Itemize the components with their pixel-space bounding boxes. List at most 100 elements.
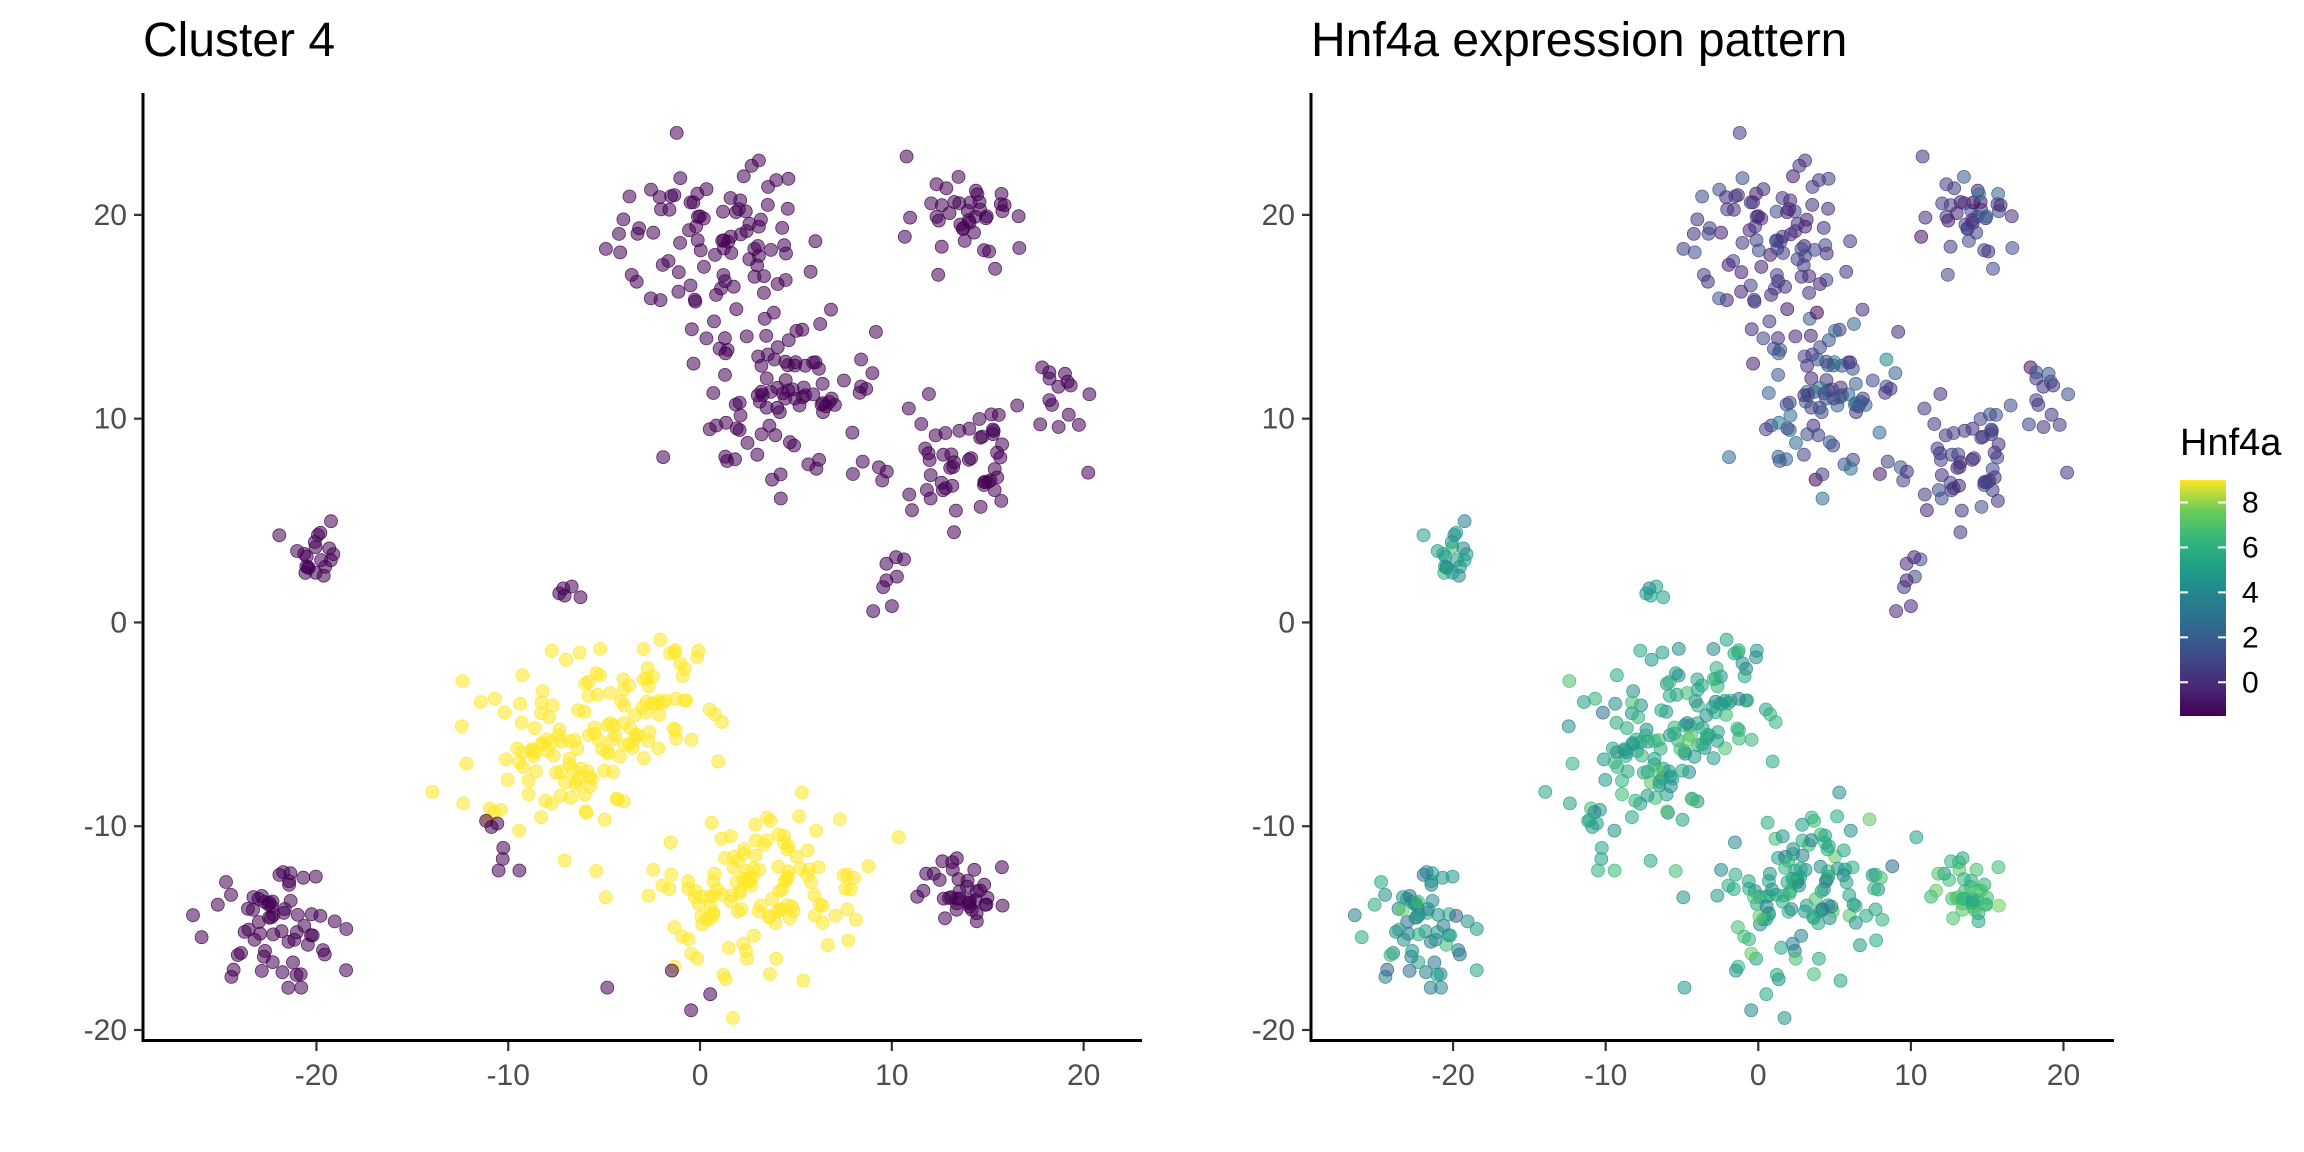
data-point xyxy=(775,220,790,235)
data-point xyxy=(922,387,936,401)
data-point xyxy=(2004,209,2019,224)
data-point xyxy=(651,694,666,708)
data-point xyxy=(780,201,795,216)
x-tick-label: -20 xyxy=(295,1059,338,1092)
data-point xyxy=(1633,643,1648,658)
data-point xyxy=(339,963,354,978)
y-tick-label: -20 xyxy=(1252,1014,1295,1047)
data-point xyxy=(290,544,305,558)
data-point xyxy=(753,898,768,913)
data-point xyxy=(677,693,692,708)
data-point xyxy=(525,742,539,757)
data-point xyxy=(1754,259,1769,274)
data-point xyxy=(1628,793,1643,808)
data-point xyxy=(1839,875,1854,890)
y-axis-ticks: -20 -10 0 10 20 xyxy=(84,199,142,1047)
data-point xyxy=(1380,962,1395,977)
data-point xyxy=(947,195,962,209)
data-point xyxy=(931,267,946,282)
data-point xyxy=(994,493,1009,508)
data-point xyxy=(194,930,209,945)
data-point xyxy=(2036,420,2051,434)
data-point xyxy=(1822,435,1837,450)
data-point xyxy=(1538,785,1553,799)
data-point xyxy=(1966,893,1980,908)
data-point xyxy=(572,645,587,660)
data-point xyxy=(636,751,651,765)
data-point xyxy=(891,830,906,845)
y-axis-ticks: -20 -10 0 10 20 xyxy=(1252,199,1310,1047)
data-point xyxy=(1728,867,1743,882)
data-point xyxy=(750,447,765,462)
x-tick-label: 10 xyxy=(1894,1059,1927,1092)
data-point xyxy=(1744,1003,1759,1018)
data-point xyxy=(769,951,784,966)
data-point xyxy=(546,748,561,763)
data-point xyxy=(838,881,853,896)
data-point xyxy=(1814,884,1829,898)
data-point xyxy=(1411,894,1425,909)
data-point xyxy=(1010,398,1025,413)
data-point xyxy=(1608,696,1623,711)
data-point xyxy=(1821,201,1835,216)
panel-hnf4a-expression: Hnf4a expression pattern -20 -10 0 10 20 -20… xyxy=(1252,14,2114,1092)
data-point xyxy=(1786,169,1800,184)
data-point xyxy=(1807,814,1821,828)
data-point xyxy=(1873,871,1888,885)
data-point xyxy=(1815,491,1830,506)
data-point xyxy=(1849,396,1863,411)
data-point xyxy=(736,936,751,951)
data-point xyxy=(973,499,988,514)
colorbar xyxy=(2180,480,2226,716)
data-point xyxy=(1739,693,1753,708)
data-point xyxy=(496,841,511,855)
data-point xyxy=(1991,437,2006,452)
data-point xyxy=(729,205,743,220)
data-point xyxy=(950,891,965,906)
data-point xyxy=(1561,719,1576,734)
data-point xyxy=(949,503,963,518)
data-point xyxy=(781,869,795,884)
data-point xyxy=(1967,451,1981,466)
data-point xyxy=(699,331,714,346)
data-point xyxy=(1709,661,1724,675)
data-point xyxy=(666,721,681,736)
points-layer xyxy=(186,125,1097,1025)
data-point xyxy=(808,234,823,249)
data-point xyxy=(2052,417,2067,432)
data-point xyxy=(1798,153,1812,168)
data-point xyxy=(1810,352,1825,367)
data-point xyxy=(1782,395,1797,410)
data-point xyxy=(1411,927,1426,942)
data-point xyxy=(1749,650,1763,665)
data-point xyxy=(694,909,709,924)
data-point xyxy=(538,793,553,808)
x-tick-label: 0 xyxy=(1750,1059,1767,1092)
data-point xyxy=(707,866,722,881)
data-point xyxy=(612,226,626,241)
data-point xyxy=(1865,373,1880,388)
data-point xyxy=(939,181,954,196)
data-point xyxy=(654,202,668,217)
data-point xyxy=(549,765,564,780)
data-point xyxy=(1718,694,1732,708)
data-point xyxy=(1759,422,1773,437)
data-point xyxy=(1607,863,1622,878)
data-point xyxy=(1933,387,1948,401)
data-point xyxy=(1744,322,1759,337)
data-point xyxy=(682,223,696,238)
data-point xyxy=(266,927,281,942)
data-point xyxy=(663,835,678,850)
data-point xyxy=(861,859,876,874)
data-point xyxy=(1965,213,1979,228)
data-point xyxy=(1952,478,1966,493)
data-point xyxy=(2044,407,2059,422)
data-point xyxy=(704,815,719,830)
data-point xyxy=(1636,765,1651,780)
data-point xyxy=(932,873,947,887)
data-point xyxy=(1842,888,1857,903)
data-point xyxy=(1821,171,1836,186)
data-point xyxy=(1889,604,1903,618)
data-point xyxy=(1744,732,1759,747)
